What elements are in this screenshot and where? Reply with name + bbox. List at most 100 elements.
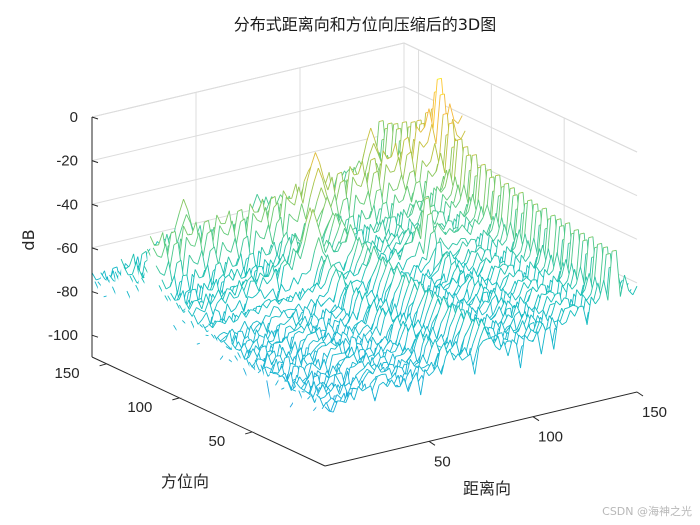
mesh-segment	[338, 200, 344, 218]
mesh-segment	[377, 256, 383, 273]
mesh-segment	[480, 163, 486, 166]
mesh-segment	[470, 219, 476, 235]
mesh-segment	[264, 333, 270, 343]
mesh-segment	[453, 265, 459, 273]
mesh-segment	[329, 310, 335, 314]
mesh-segment	[387, 156, 392, 160]
mesh-segment	[210, 309, 216, 326]
mesh-segment	[489, 176, 494, 179]
mesh-segment	[458, 260, 464, 268]
mesh-segment	[234, 280, 240, 296]
mesh-segment	[426, 302, 432, 315]
mesh-segment	[361, 320, 367, 325]
mesh-segment	[327, 277, 333, 292]
mesh-segment	[226, 288, 232, 290]
mesh-segment	[510, 292, 516, 301]
mesh-segment	[318, 210, 324, 227]
mesh-segment	[231, 343, 237, 350]
mesh-segment	[293, 277, 299, 285]
mesh-segment	[501, 239, 507, 246]
mesh-segment	[378, 236, 384, 245]
mesh-segment	[386, 324, 392, 334]
mesh-segment	[359, 202, 365, 205]
mesh-segment	[464, 262, 470, 272]
mesh-segment	[363, 333, 369, 344]
mesh-segment	[520, 254, 526, 262]
mesh-segment	[373, 272, 379, 286]
mesh-segment	[360, 269, 366, 283]
mesh-segment	[303, 288, 309, 294]
mesh-segment	[444, 123, 450, 173]
mesh-segment	[448, 291, 454, 299]
mesh-segment	[283, 309, 289, 319]
mesh-segment	[543, 248, 549, 267]
mesh-segment	[427, 123, 433, 143]
mesh-segment	[206, 230, 212, 235]
mesh-segment	[469, 216, 475, 224]
mesh-segment	[536, 210, 541, 213]
mesh-segment	[298, 303, 304, 312]
mesh-segment	[405, 172, 411, 191]
mesh-segment	[427, 170, 433, 177]
mesh-segment	[352, 176, 358, 186]
mesh-segment	[191, 288, 196, 291]
mesh-segment	[552, 219, 558, 269]
mesh-segment	[481, 311, 487, 316]
mesh-segment	[314, 152, 320, 163]
mesh-segment	[436, 222, 442, 230]
mesh-segment	[267, 264, 273, 277]
mesh-segment	[473, 199, 479, 218]
mesh-segment	[414, 241, 420, 257]
mesh-segment	[371, 315, 377, 331]
mesh-segment	[324, 241, 330, 253]
mesh-segment	[259, 272, 265, 278]
mesh-segment	[426, 161, 431, 167]
mesh-segment	[407, 213, 413, 219]
mesh-segment	[216, 297, 222, 304]
mesh-segment	[374, 245, 380, 257]
mesh-segment	[204, 220, 209, 223]
mesh-segment	[209, 246, 215, 252]
mesh-segment	[294, 303, 300, 311]
mesh-segment	[361, 209, 367, 220]
mesh-segment	[491, 213, 497, 231]
mesh-segment	[375, 305, 381, 316]
mesh-segment	[396, 265, 402, 276]
mesh-segment	[277, 298, 282, 303]
mesh-segment	[379, 272, 385, 283]
mesh-segment	[442, 194, 448, 201]
mesh-segment	[201, 312, 207, 320]
mesh-segment	[453, 252, 459, 260]
mesh-segment	[393, 122, 398, 125]
mesh-segment	[155, 265, 161, 274]
mesh-segment	[224, 315, 230, 324]
mesh-segment	[186, 214, 192, 224]
mesh-segment	[445, 282, 451, 286]
mesh-segment	[291, 308, 297, 317]
mesh-segment	[504, 265, 510, 275]
mesh-segment	[453, 284, 459, 294]
mesh-segment	[424, 197, 430, 200]
mesh-segment	[219, 262, 225, 276]
mesh-segment	[249, 252, 254, 256]
mesh-segment	[299, 243, 306, 259]
mesh-segment	[222, 288, 228, 301]
mesh-segment	[529, 261, 535, 269]
mesh-segment	[409, 283, 415, 297]
mesh-segment	[215, 262, 221, 266]
mesh-segment	[388, 279, 394, 293]
mesh-segment	[406, 185, 412, 203]
mesh-segment	[456, 238, 462, 246]
mesh-segment	[245, 280, 251, 298]
mesh-segment	[269, 207, 275, 230]
mesh-segment	[471, 293, 477, 305]
mesh-segment	[317, 336, 323, 343]
mesh-segment	[399, 312, 405, 324]
mesh-segment	[369, 204, 375, 218]
mesh-segment	[307, 362, 313, 379]
mesh-segment	[277, 307, 283, 315]
mesh-segment	[461, 281, 466, 287]
mesh-segment	[363, 306, 369, 318]
mesh-segment	[331, 312, 337, 319]
